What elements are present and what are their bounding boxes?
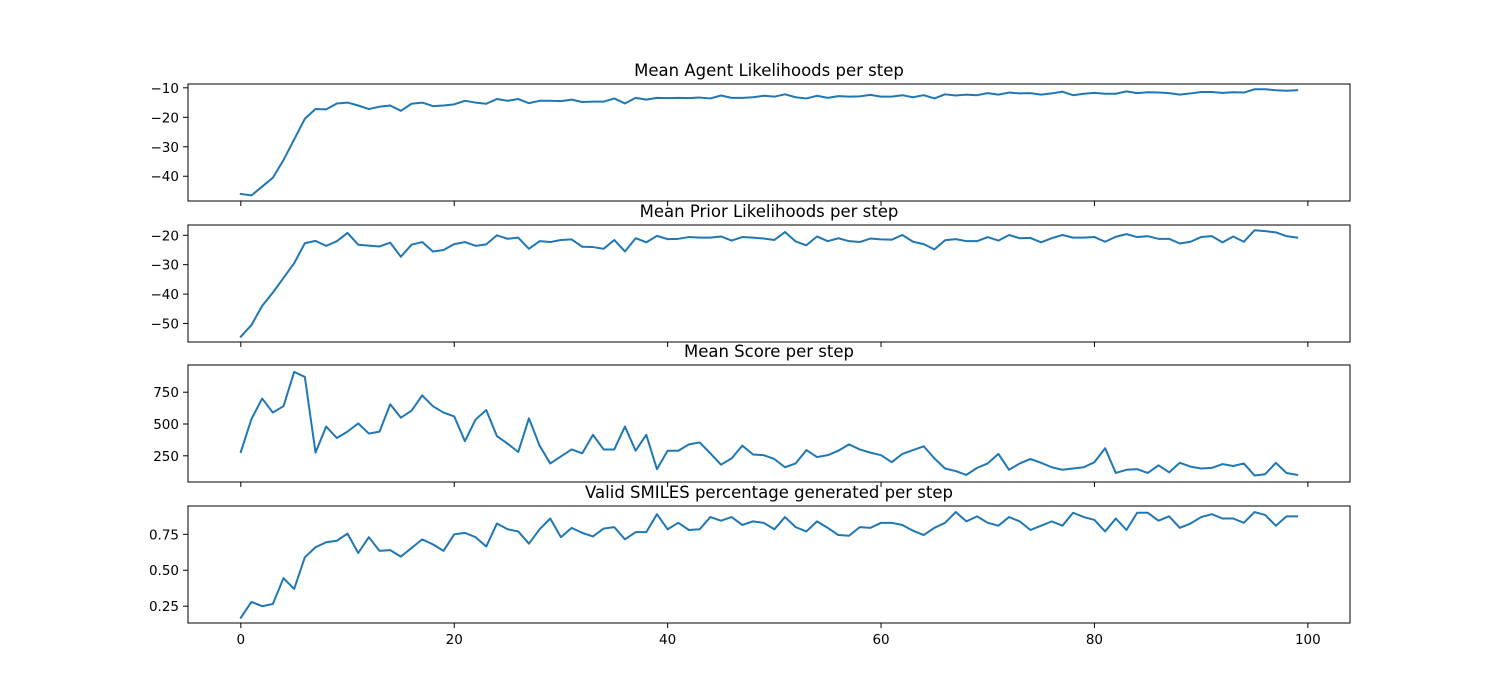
y-tick-label: −20 [151,228,180,244]
subplot-title: Mean Prior Likelihoods per step [640,202,899,221]
y-tick-label: 750 [153,385,179,401]
axes-frame [187,83,1351,202]
data-line [239,88,1299,197]
y-tick-label: 0.75 [149,527,179,543]
data-line [239,511,1299,620]
y-tick-label: 500 [153,417,179,433]
y-tick-label: 0.50 [149,563,179,579]
subplot-title: Mean Agent Likelihoods per step [634,61,904,80]
y-tick-label: −30 [151,258,180,274]
x-tick-label: 100 [1295,632,1321,648]
y-tick-label: −20 [151,110,180,126]
y-tick-label: −30 [151,140,180,156]
y-tick-label: −10 [151,81,180,97]
axes-frame [187,505,1351,624]
x-tick-label: 60 [872,632,889,648]
data-line [239,229,1299,339]
axes-frame [187,224,1351,343]
y-tick-label: −40 [151,287,180,303]
x-tick-label: 40 [659,632,676,648]
data-line [239,370,1299,477]
y-tick-label: −40 [151,169,180,185]
y-tick-label: 0.25 [149,599,179,615]
x-tick-label: 80 [1086,632,1103,648]
y-tick-label: 250 [153,449,179,465]
subplot-title: Valid SMILES percentage generated per st… [585,483,953,502]
x-tick-label: 20 [446,632,463,648]
x-tick-label: 0 [237,632,246,648]
subplot-title: Mean Score per step [684,342,854,361]
axes-frame [187,364,1351,483]
y-tick-label: −50 [151,316,180,332]
